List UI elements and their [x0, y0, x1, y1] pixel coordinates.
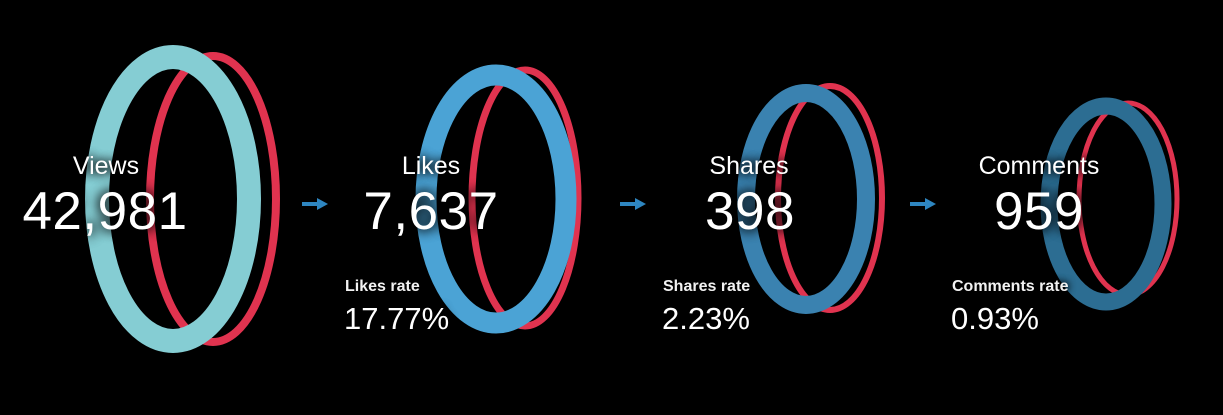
- arrow-right-icon: [910, 198, 936, 210]
- comments-label: Comments: [978, 152, 1100, 180]
- shares-value: 398: [705, 182, 795, 241]
- shares-rate-value: 2.23%: [662, 301, 750, 336]
- likes-rate-label: Likes rate: [345, 278, 420, 295]
- shares-ring-back: [775, 83, 885, 313]
- arrow-right-icon: [620, 198, 646, 210]
- comments-rate-label: Comments rate: [952, 278, 1069, 295]
- comments-ring: [1040, 97, 1180, 311]
- shares-ring-front: [737, 84, 875, 314]
- arrow-right-icon: [302, 198, 328, 210]
- likes-rate-value: 17.77%: [344, 301, 450, 336]
- views-label: Views: [72, 152, 140, 180]
- views-ring-front: [85, 45, 261, 353]
- views-ring-back: [146, 52, 280, 346]
- likes-ring-front: [415, 64, 577, 334]
- shares-ring: [737, 83, 885, 314]
- shares-label: Shares: [709, 152, 789, 180]
- likes-ring: [415, 64, 582, 334]
- likes-ring-back: [468, 66, 582, 330]
- likes-value: 7,637: [363, 182, 499, 241]
- views-value: 42,981: [22, 182, 188, 241]
- views-ring: [85, 45, 280, 353]
- comments-value: 959: [994, 182, 1084, 241]
- comments-rate-value: 0.93%: [951, 301, 1039, 336]
- shares-rate-label: Shares rate: [663, 278, 751, 295]
- likes-label: Likes: [401, 152, 461, 180]
- comments-ring-front: [1040, 97, 1172, 311]
